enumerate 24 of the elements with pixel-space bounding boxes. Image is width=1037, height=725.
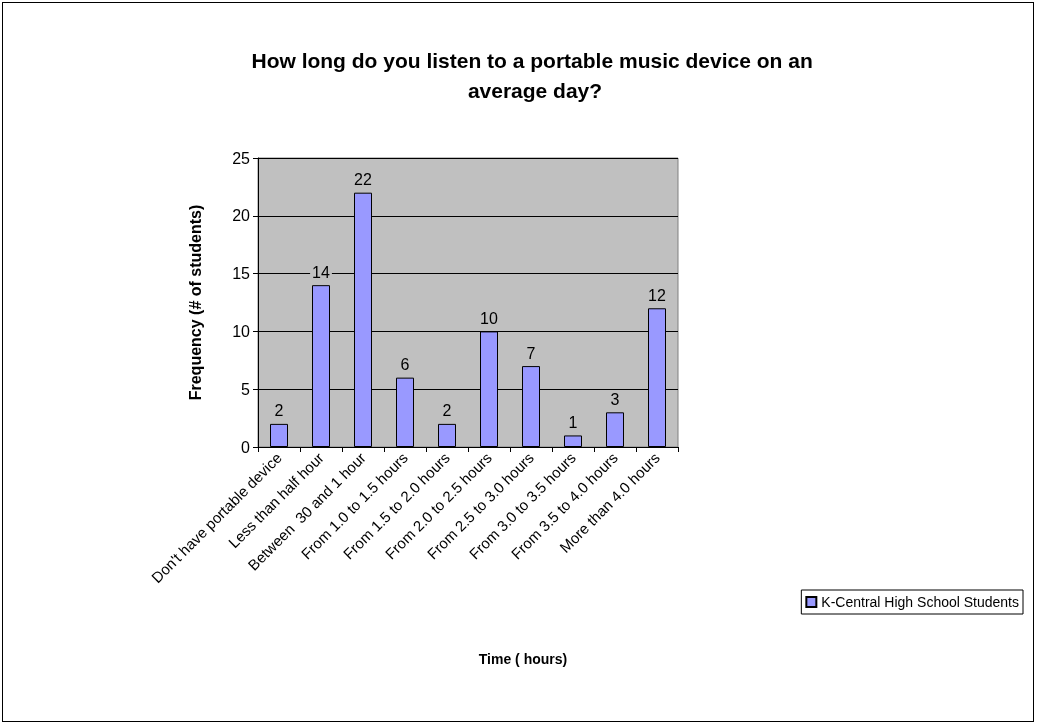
y-tick-label: 15 xyxy=(232,265,251,283)
y-tick-label: 20 xyxy=(232,207,251,225)
bar xyxy=(438,423,456,447)
data-label: 7 xyxy=(526,344,536,362)
chart-title: How long do you listen to a portable music device on an average day? xyxy=(251,48,819,102)
y-tick-label: 25 xyxy=(232,149,251,167)
y-tick-label: 0 xyxy=(241,438,251,456)
y-axis-title: Frequency (# of students) xyxy=(186,204,204,401)
y-tick-label: 5 xyxy=(241,380,251,398)
data-label: 6 xyxy=(400,356,410,374)
data-label: 12 xyxy=(648,286,666,304)
data-label: 1 xyxy=(568,413,578,431)
y-tick-label: 10 xyxy=(232,322,251,340)
bar xyxy=(606,412,624,447)
data-label: 22 xyxy=(354,171,372,189)
data-label: 2 xyxy=(442,402,452,420)
bar xyxy=(564,435,582,447)
data-label: 3 xyxy=(610,390,620,408)
bar xyxy=(270,423,288,447)
data-label: 14 xyxy=(312,263,330,281)
data-label: 2 xyxy=(274,402,284,420)
x-axis-title: Time ( hours) xyxy=(478,651,568,667)
data-label: 10 xyxy=(480,309,498,327)
legend-label: K-Central High School Students xyxy=(821,594,1020,610)
